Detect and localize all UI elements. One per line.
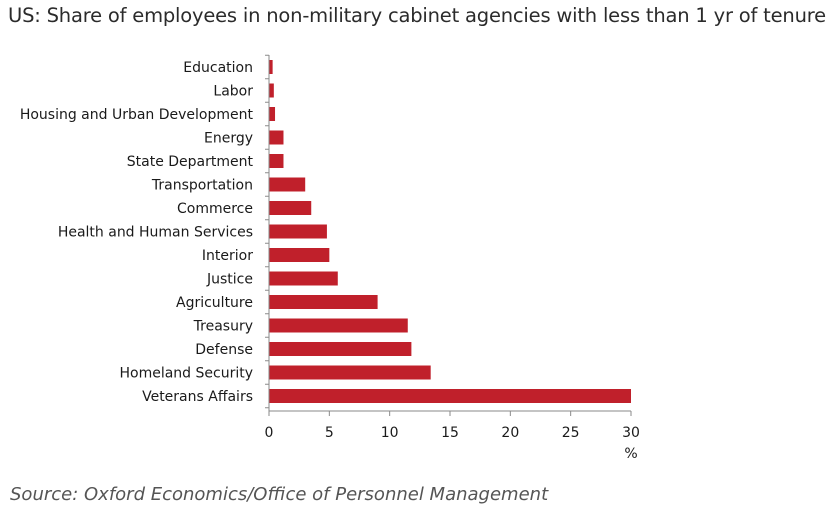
category-label-treasury: Treasury [193, 319, 253, 335]
bar-commerce [269, 201, 312, 215]
chart-title: US: Share of employees in non-military c… [8, 4, 826, 27]
x-axis: 0 5 10 15 20 25 30% [265, 54, 640, 462]
bar-interior [269, 248, 330, 262]
bar-defense [269, 342, 412, 356]
x-tick-label-30: 30 [622, 425, 640, 441]
x-tick-label-25: 25 [562, 425, 580, 441]
bar-treasury [269, 318, 408, 333]
x-tick-label-20: 20 [501, 425, 519, 441]
bar-education [269, 60, 273, 74]
bar-housing-and-urban-development [269, 107, 276, 121]
category-label-housing-and-urban-development: Housing and Urban Development [20, 107, 254, 123]
x-tick-label-15: 15 [441, 425, 459, 441]
category-label-education: Education [183, 60, 253, 76]
x-tick-label-0: 0 [265, 425, 274, 441]
category-label-veterans-affairs: Veterans Affairs [142, 389, 253, 405]
category-label-labor: Labor [213, 84, 253, 100]
category-label-homeland-security: Homeland Security [119, 366, 253, 382]
category-label-interior: Interior [202, 248, 253, 264]
source-note: Source: Oxford Economics/Office of Perso… [10, 484, 549, 505]
category-label-agriculture: Agriculture [176, 295, 253, 311]
bar-agriculture [269, 295, 378, 309]
bar-state-department [269, 154, 284, 168]
category-label-health-and-human-services: Health and Human Services [58, 225, 253, 241]
bar-energy [269, 130, 284, 145]
bar-labor [269, 83, 274, 98]
category-labels: Education Labor Housing and Urban Developm… [20, 60, 254, 405]
bars [269, 60, 631, 403]
category-label-justice: Justice [206, 272, 253, 288]
bar-health-and-human-services [269, 224, 327, 239]
x-tick-label-10: 10 [381, 425, 399, 441]
bar-chart: Education Labor Housing and Urban Developm… [20, 54, 640, 462]
bar-transportation [269, 177, 306, 192]
category-label-energy: Energy [204, 131, 253, 147]
bar-justice [269, 271, 338, 286]
bar-veterans-affairs [269, 389, 631, 403]
x-tick-label-5: 5 [325, 425, 334, 441]
category-label-defense: Defense [195, 342, 253, 358]
category-label-state-department: State Department [127, 154, 254, 170]
category-label-commerce: Commerce [177, 201, 253, 217]
bar-homeland-security [269, 365, 431, 380]
x-axis-unit-label: % [624, 446, 637, 462]
category-label-transportation: Transportation [151, 178, 253, 194]
